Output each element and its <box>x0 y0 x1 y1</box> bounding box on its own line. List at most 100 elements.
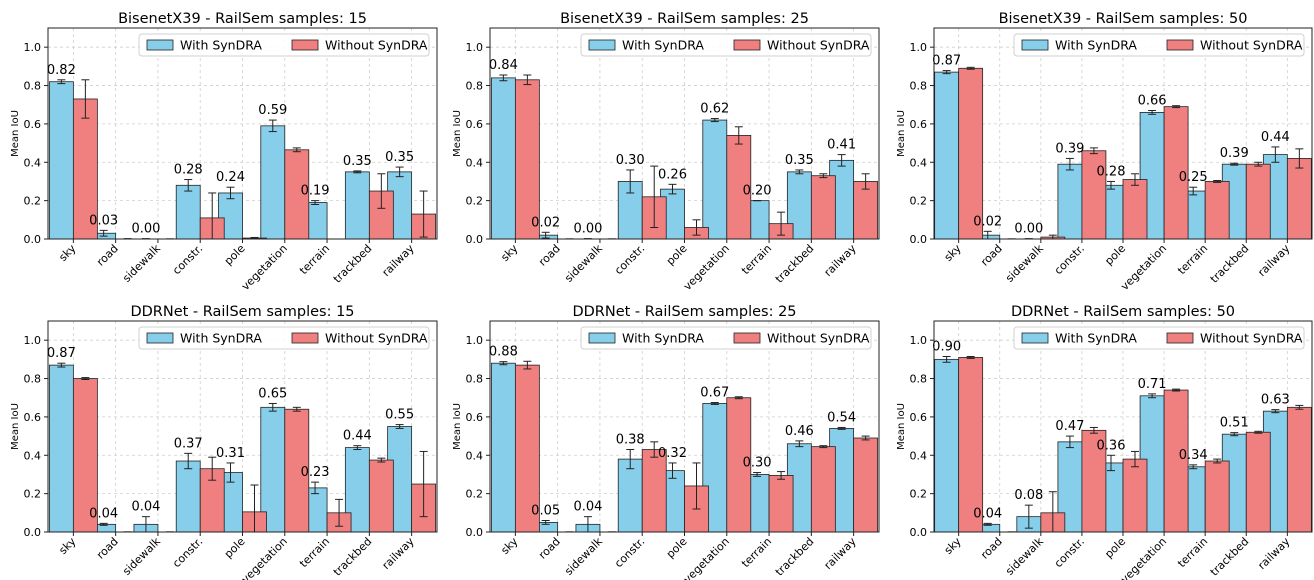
x-tick-label-constr.: constr. <box>1052 242 1087 277</box>
data-label-constr.: 0.38 <box>616 433 645 448</box>
data-label-terrain: 0.25 <box>1179 170 1208 185</box>
y-tick-label: 0.4 <box>466 449 484 462</box>
data-label-sidewalk: 0.00 <box>1014 222 1043 237</box>
legend-label-with: With SynDRA <box>622 331 704 346</box>
x-tick-label-pole: pole <box>222 242 248 268</box>
x-tick-label-terrain: terrain <box>297 535 332 570</box>
bar-with-constr. <box>1057 163 1083 240</box>
data-label-pole: 0.32 <box>658 446 687 461</box>
bar-without-trackbed <box>1245 431 1271 533</box>
legend: With SynDRA Without SynDRA <box>1013 33 1305 57</box>
data-label-road: 0.04 <box>973 506 1002 521</box>
data-label-terrain: 0.19 <box>301 184 330 199</box>
y-tick-label: 0.2 <box>910 195 928 208</box>
data-label-terrain: 0.34 <box>1179 448 1208 463</box>
data-label-sidewalk: 0.00 <box>131 222 160 237</box>
y-tick-label: 1.0 <box>24 334 42 347</box>
bar-without-sky <box>72 98 98 240</box>
x-tick-label-trackbed: trackbed <box>331 242 375 286</box>
x-tick-label-sky: sky <box>498 535 520 557</box>
y-tick-label: 0.2 <box>24 488 42 501</box>
x-tick-label-road: road <box>536 535 563 562</box>
legend-label-with: With SynDRA <box>1055 331 1137 346</box>
bar-with-sky <box>490 362 516 533</box>
legend-label-with: With SynDRA <box>180 38 262 53</box>
y-tick-label: 0.6 <box>466 118 484 131</box>
bar-without-railway <box>1286 406 1312 533</box>
y-tick-label: 0.6 <box>466 411 484 424</box>
bar-without-constr. <box>1081 150 1107 240</box>
x-tick-label-vegetation: vegetation <box>1118 535 1169 580</box>
x-tick-label-trackbed: trackbed <box>1208 535 1252 579</box>
data-label-vegetation: 0.66 <box>1138 93 1167 108</box>
data-label-trackbed: 0.46 <box>785 424 814 439</box>
x-tick-label-pole: pole <box>664 535 690 561</box>
x-tick-label-terrain: terrain <box>297 242 332 277</box>
x-tick-label-pole: pole <box>1102 242 1128 268</box>
bar-with-trackbed <box>344 171 370 240</box>
data-label-railway: 0.54 <box>827 410 856 425</box>
bar-without-trackbed <box>1245 163 1271 240</box>
y-tick-label: 0.0 <box>466 526 484 539</box>
x-tick-label-trackbed: trackbed <box>773 242 817 286</box>
x-tick-label-railway: railway <box>822 535 860 573</box>
y-tick-label: 1.0 <box>910 41 928 54</box>
data-label-trackbed: 0.39 <box>1220 146 1249 161</box>
y-tick-label: 0.8 <box>24 80 42 93</box>
bar-with-constr. <box>617 458 643 533</box>
bar-with-sky <box>934 71 960 240</box>
legend-swatch-with <box>146 39 174 51</box>
data-label-sidewalk: 0.00 <box>573 222 602 237</box>
data-label-sky: 0.84 <box>489 58 518 73</box>
data-label-trackbed: 0.51 <box>1220 416 1249 431</box>
legend-swatch-with <box>1021 332 1049 344</box>
y-tick-label: 0.6 <box>24 118 42 131</box>
data-label-pole: 0.26 <box>658 167 687 182</box>
y-tick-label: 0.0 <box>466 233 484 246</box>
legend-swatch-with <box>588 332 616 344</box>
data-label-trackbed: 0.35 <box>343 154 372 169</box>
y-tick-label: 0.0 <box>910 233 928 246</box>
data-label-railway: 0.41 <box>827 138 856 153</box>
bar-without-terrain <box>768 475 794 533</box>
legend-label-with: With SynDRA <box>1055 38 1137 53</box>
legend-label-with: With SynDRA <box>622 38 704 53</box>
chart-panel-4: 0.87 0.04 0.04 0.37 0.31 0.65 0.23 0.44 0.55 0.0 0… <box>10 304 438 580</box>
legend: With SynDRA Without SynDRA <box>138 33 430 57</box>
bar-with-sky <box>934 358 960 533</box>
x-tick-label-vegetation: vegetation <box>239 535 290 580</box>
legend-label-without: Without SynDRA <box>325 38 428 53</box>
data-label-sidewalk: 0.04 <box>573 500 602 515</box>
legend-swatch-with <box>1021 39 1049 51</box>
bar-without-trackbed <box>368 459 394 533</box>
bar-with-vegetation <box>702 119 728 240</box>
bar-without-vegetation <box>1163 106 1189 240</box>
y-tick-label: 0.2 <box>24 195 42 208</box>
data-label-trackbed: 0.35 <box>785 153 814 168</box>
bar-without-railway <box>853 437 879 533</box>
bar-without-constr. <box>641 449 667 533</box>
x-tick-label-railway: railway <box>380 535 418 573</box>
x-tick-label-constr.: constr. <box>612 535 647 570</box>
data-label-sidewalk: 0.04 <box>131 500 160 515</box>
data-label-constr.: 0.28 <box>174 163 203 178</box>
legend-label-without: Without SynDRA <box>1200 331 1303 346</box>
legend-swatch-without <box>733 332 761 344</box>
bar-without-trackbed <box>810 446 836 533</box>
y-tick-label: 0.8 <box>910 373 928 386</box>
x-tick-label-terrain: terrain <box>739 535 774 570</box>
legend-label-without: Without SynDRA <box>325 331 428 346</box>
y-tick-label: 0.2 <box>910 488 928 501</box>
chart-panel-1: 0.82 0.03 0.00 0.28 0.24 0.59 0.19 0.35 0.35 0.0 0… <box>10 11 438 293</box>
y-axis-label: Mean IoU <box>10 403 21 450</box>
x-tick-label-pole: pole <box>1102 535 1128 561</box>
x-tick-label-sky: sky <box>942 535 964 557</box>
legend-swatch-without <box>733 39 761 51</box>
legend-swatch-without <box>291 39 319 51</box>
bar-without-sky <box>514 79 540 240</box>
y-tick-label: 0.8 <box>24 373 42 386</box>
y-axis-label: Mean IoU <box>452 110 463 157</box>
bar-without-constr. <box>1081 429 1107 533</box>
data-label-sky: 0.87 <box>47 346 76 361</box>
data-label-vegetation: 0.71 <box>1138 377 1167 392</box>
